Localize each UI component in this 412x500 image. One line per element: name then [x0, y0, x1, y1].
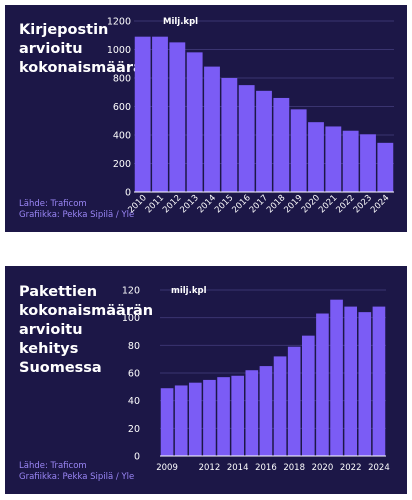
y-tick-label: 200: [113, 159, 131, 170]
y-tick-label: 60: [128, 369, 140, 380]
chart-source: Lähde: Traficom Grafiikka: Pekka Sipilä …: [19, 461, 134, 483]
x-tick-label: 2014: [196, 193, 218, 215]
bar: [342, 130, 359, 192]
y-tick-label: 0: [134, 452, 140, 463]
bar: [174, 385, 188, 456]
bar: [221, 78, 238, 192]
bar: [290, 109, 307, 192]
x-tick-label: 2009: [156, 463, 178, 473]
bar: [308, 122, 324, 192]
bar: [273, 97, 290, 192]
bar: [325, 126, 342, 192]
bar: [372, 306, 386, 456]
bar: [245, 370, 259, 456]
parcel-volume-chart: 0 20 40 60 80 100 120 milj.kpl 2009 2012 2014 2016 2…: [122, 286, 390, 474]
bar: [273, 356, 287, 456]
credit-line: Grafiikka: Pekka Sipilä / Yle: [19, 472, 135, 482]
bar: [256, 90, 272, 192]
x-tick-label: 2012: [161, 193, 183, 215]
x-tick-label: 2018: [265, 193, 287, 215]
x-tick-label: 2022: [340, 463, 362, 473]
bar: [152, 36, 168, 192]
unit-label: milj.kpl: [171, 286, 207, 296]
bar: [287, 346, 301, 456]
bar: [358, 312, 372, 456]
x-tick-label: 2017: [248, 193, 270, 215]
bar: [377, 142, 394, 192]
bar: [238, 85, 255, 192]
x-tick-label: 2014: [227, 463, 249, 473]
x-tick-label: 2018: [283, 463, 305, 473]
bar: [186, 52, 203, 192]
source-line: Lähde: Traficom: [19, 461, 87, 471]
y-tick-label: 40: [128, 396, 140, 407]
y-tick-label: 0: [125, 188, 131, 199]
bar: [344, 306, 357, 456]
bar: [160, 388, 174, 456]
chart-title: Kirjepostin arvioitu kokonaismäärä: [19, 22, 143, 76]
y-tick-label: 1000: [107, 45, 131, 56]
chart-panel-parcels: Pakettien kokonaismäärän arvioitu kehity…: [5, 266, 407, 494]
x-tick-label: 2020: [312, 463, 334, 473]
x-tick-label: 2024: [369, 193, 391, 215]
x-tick-label: 2016: [255, 463, 277, 473]
y-tick-label: 400: [113, 131, 131, 142]
y-tick-label: 800: [113, 74, 131, 85]
unit-label: Milj.kpl: [163, 17, 198, 27]
y-tick-label: 20: [128, 424, 140, 435]
x-tick-label: 2019: [282, 193, 304, 215]
x-tick-label: 2021: [317, 193, 339, 215]
bar: [231, 375, 244, 456]
x-tick-label: 2020: [300, 193, 322, 215]
x-tick-label: 2015: [213, 193, 235, 215]
bar: [330, 299, 343, 456]
y-tick-label: 100: [122, 313, 140, 324]
y-tick-label: 1200: [107, 17, 131, 28]
y-tick-label: 120: [122, 286, 140, 297]
credit-line: Grafiikka: Pekka Sipilä / Yle: [19, 210, 135, 220]
bar: [203, 379, 216, 456]
bar: [302, 335, 315, 456]
chart-panel-letters: Kirjepostin arvioitu kokonaismäärä Lähde…: [5, 5, 407, 232]
chart-title: Pakettien kokonaismäärän arvioitu kehity…: [19, 284, 154, 376]
source-line: Lähde: Traficom: [19, 199, 87, 209]
x-tick-label: 2022: [334, 193, 356, 215]
y-tick-label: 600: [113, 102, 131, 113]
bar: [259, 366, 273, 456]
bar: [169, 42, 186, 192]
x-tick-label: 2016: [230, 193, 252, 215]
x-tick-label: 2011: [144, 193, 166, 215]
bar: [189, 382, 202, 456]
x-tick-label: 2012: [199, 463, 221, 473]
x-tick-label: 2024: [368, 463, 390, 473]
y-tick-label: 80: [128, 341, 140, 352]
bar: [316, 313, 329, 456]
chart-source: Lähde: Traficom Grafiikka: Pekka Sipilä …: [19, 199, 134, 221]
x-tick-label: 2023: [352, 193, 374, 215]
x-tick-label: 2013: [178, 193, 200, 215]
bar: [360, 134, 376, 192]
bar: [217, 377, 230, 456]
bar: [204, 66, 220, 192]
bar: [134, 36, 151, 192]
